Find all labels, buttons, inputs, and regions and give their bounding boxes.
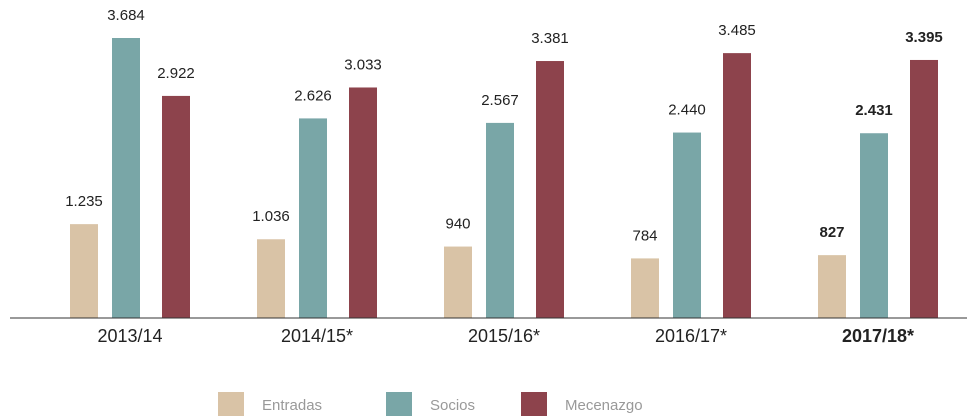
value-label: 784 bbox=[632, 227, 657, 244]
value-label: 2.431 bbox=[855, 102, 893, 119]
value-label: 2.922 bbox=[157, 65, 195, 82]
value-label: 1.235 bbox=[65, 193, 103, 210]
value-label: 3.381 bbox=[531, 30, 569, 47]
value-label: 3.485 bbox=[718, 22, 756, 39]
bar bbox=[673, 132, 701, 318]
x-tick-label: 2014/15* bbox=[281, 326, 353, 346]
bar bbox=[860, 133, 888, 318]
legend-label: Mecenazgo bbox=[565, 397, 643, 414]
value-label: 827 bbox=[819, 224, 844, 241]
x-tick-label: 2013/14 bbox=[97, 326, 162, 346]
bar bbox=[723, 53, 751, 318]
bar bbox=[631, 258, 659, 318]
bar bbox=[818, 255, 846, 318]
value-label: 1.036 bbox=[252, 208, 290, 225]
bar bbox=[70, 224, 98, 318]
value-label: 3.684 bbox=[107, 7, 145, 24]
value-label: 2.567 bbox=[481, 92, 519, 109]
x-tick-label: 2016/17* bbox=[655, 326, 727, 346]
bar bbox=[444, 246, 472, 318]
bar bbox=[162, 95, 190, 318]
value-label: 3.033 bbox=[344, 56, 382, 73]
legend-label: Socios bbox=[430, 397, 475, 414]
bar bbox=[910, 59, 938, 318]
legend-swatch bbox=[218, 392, 244, 416]
x-tick-label: 2017/18* bbox=[842, 326, 914, 346]
bar bbox=[257, 239, 285, 318]
x-tick-label: 2015/16* bbox=[468, 326, 540, 346]
bar bbox=[349, 87, 377, 319]
legend-swatch bbox=[386, 392, 412, 416]
bar bbox=[299, 118, 327, 318]
value-label: 2.626 bbox=[294, 87, 332, 104]
value-label: 2.440 bbox=[668, 102, 706, 119]
legend-swatch bbox=[521, 392, 547, 416]
legend-label: Entradas bbox=[262, 397, 322, 414]
bar bbox=[536, 61, 564, 318]
value-label: 940 bbox=[445, 216, 470, 233]
bar bbox=[112, 38, 140, 318]
value-label: 3.395 bbox=[905, 29, 943, 46]
bar bbox=[486, 122, 514, 318]
